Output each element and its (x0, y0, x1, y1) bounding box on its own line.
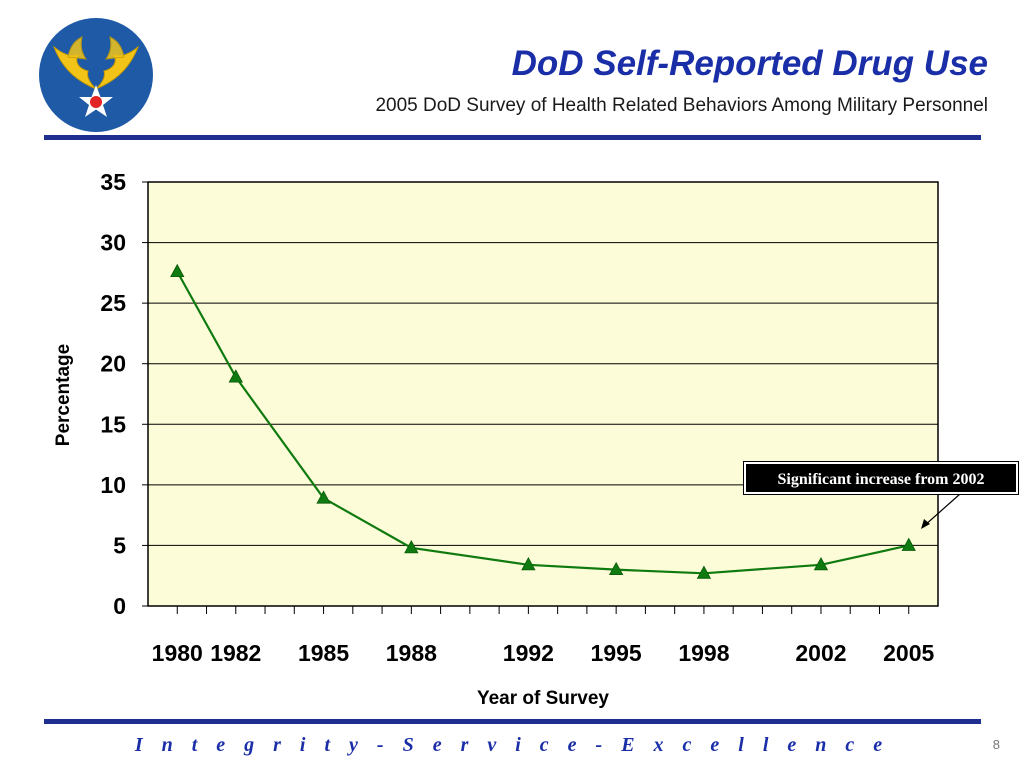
footer-divider (44, 719, 981, 724)
data-point-marker (608, 561, 624, 576)
plot-area (147, 181, 939, 607)
x-axis-label: Year of Survey (477, 688, 609, 709)
logo-disc (39, 18, 153, 132)
x-tick-label: 1985 (298, 640, 349, 666)
data-point-marker (901, 537, 916, 551)
y-tick-label: 0 (113, 593, 126, 619)
x-tick-label: 1995 (591, 640, 642, 666)
page-title: DoD Self-Reported Drug Use (511, 44, 988, 83)
y-tick-label: 20 (100, 351, 126, 377)
y-tick-label: 35 (100, 169, 126, 195)
x-tick-label: 1982 (210, 640, 261, 666)
x-tick-label: 1980 (152, 640, 203, 666)
y-tick-label: 15 (100, 411, 126, 437)
x-tick-label: 1992 (503, 640, 554, 666)
y-axis-ticks: 0 5 10 15 20 25 30 35 (100, 169, 148, 619)
data-point-marker (316, 490, 331, 504)
wings-icon (52, 36, 140, 90)
grid-lines (148, 242, 938, 546)
callout-arrowhead (921, 519, 930, 529)
data-point-marker (521, 556, 536, 571)
x-tick-label: 2002 (795, 640, 846, 666)
y-tick-label: 25 (100, 290, 126, 316)
series-layer (170, 263, 916, 579)
callout-annotation: Significant increase from 2002 (743, 461, 1019, 495)
x-axis-ticks: 1980 1982 1985 1988 1992 1995 1998 2002 2005 (152, 606, 935, 666)
army-air-corps-logo (39, 18, 153, 132)
x-tick-label: 1998 (678, 640, 729, 666)
page-number: 8 (992, 737, 1000, 752)
header-divider (44, 135, 981, 140)
data-point-marker (170, 263, 185, 278)
x-tick-label: 1988 (386, 640, 437, 666)
data-point-marker (813, 556, 829, 571)
footer-motto: I n t e g r i t y - S e r v i c e - E x … (134, 734, 890, 756)
y-tick-label: 5 (113, 532, 126, 558)
y-axis-label: Percentage (53, 344, 74, 446)
y-tick-label: 10 (100, 472, 126, 498)
y-tick-label: 30 (100, 230, 126, 256)
data-point-marker (404, 540, 419, 554)
page-subtitle: 2005 DoD Survey of Health Related Behavi… (375, 95, 988, 116)
data-point-marker (228, 369, 243, 383)
x-tick-label: 2005 (883, 640, 934, 666)
star-center (90, 96, 102, 108)
series-line (176, 271, 909, 575)
callout-arrow (923, 493, 961, 527)
data-point-marker (696, 565, 712, 579)
